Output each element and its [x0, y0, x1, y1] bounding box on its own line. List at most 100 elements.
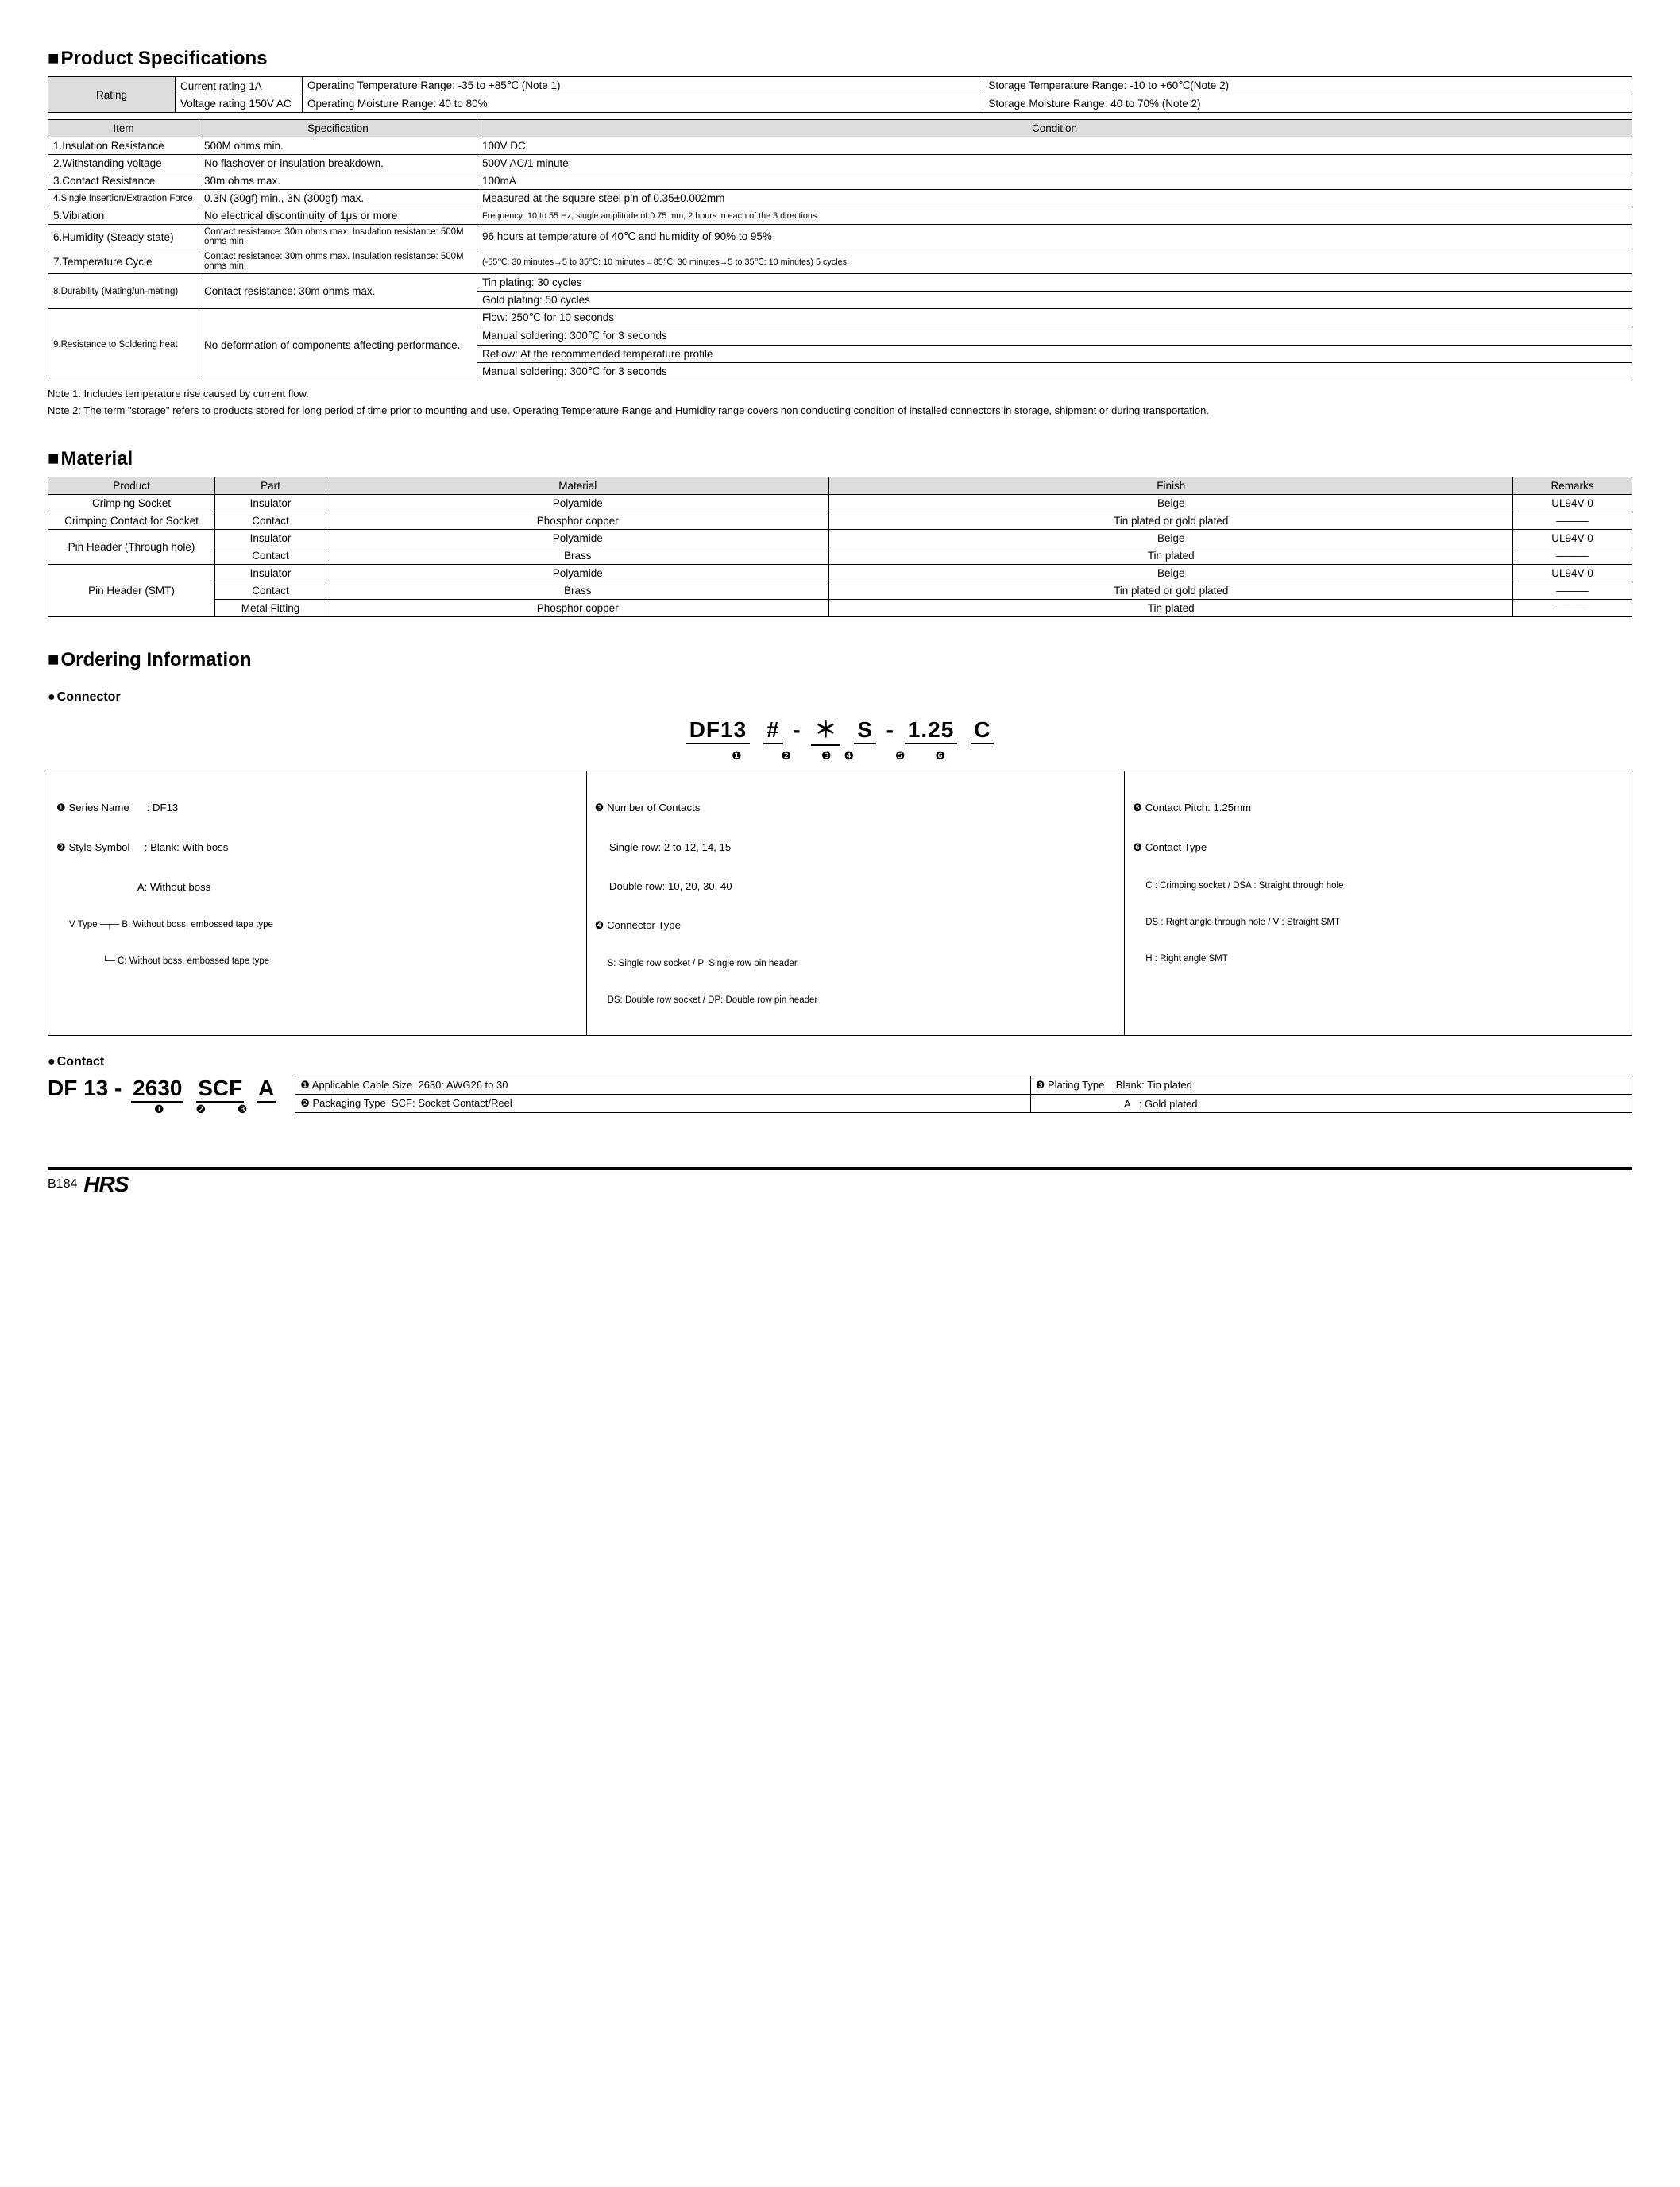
cell: Storage Temperature Range: -10 to +60℃(N…	[983, 77, 1632, 95]
cell: 9.Resistance to Soldering heat	[48, 309, 199, 381]
legend-line: ❻ Contact Type	[1133, 841, 1624, 854]
cell: Tin plated or gold plated	[829, 512, 1513, 530]
connector-part-number: DF13 # - ＊ S - 1.25 C	[48, 713, 1632, 746]
cell: Beige	[829, 495, 1513, 512]
col-spec: Specification	[199, 120, 477, 137]
cell: (-55℃: 30 minutes→5 to 35℃: 10 minutes→8…	[477, 249, 1632, 274]
cell: Contact resistance: 30m ohms max.	[199, 274, 477, 309]
cell: ———	[1513, 600, 1632, 617]
cell: 3.Contact Resistance	[48, 172, 199, 190]
contact-legend-table: ❶ Applicable Cable Size 2630: AWG26 to 3…	[295, 1076, 1632, 1113]
pn-seg: C	[971, 717, 994, 744]
cell: Storage Moisture Range: 40 to 70% (Note …	[983, 95, 1632, 113]
legend-line: ❸ Number of Contacts	[595, 802, 1117, 814]
pn-seg: 1.25	[905, 717, 958, 744]
cell: Beige	[829, 530, 1513, 547]
legend-line: DS : Right angle through hole / V : Stra…	[1133, 918, 1624, 927]
cell: Polyamide	[326, 495, 829, 512]
col: Finish	[829, 477, 1513, 495]
cell: 500V AC/1 minute	[477, 155, 1632, 172]
cell: ❷ Packaging Type SCF: Socket Contact/Ree…	[295, 1095, 1031, 1113]
cell: Brass	[326, 582, 829, 600]
cell: 7.Temperature Cycle	[48, 249, 199, 274]
cell: 1.Insulation Resistance	[48, 137, 199, 155]
pn-seg: #	[763, 717, 783, 744]
cell: Beige	[829, 565, 1513, 582]
cell: Frequency: 10 to 55 Hz, single amplitude…	[477, 207, 1632, 225]
pn-seg: 2630	[131, 1076, 183, 1103]
subtitle-connector: Connector	[48, 690, 1632, 705]
cell: Crimping Socket	[48, 495, 215, 512]
legend-line: V Type ─┬─ B: Without boss, embossed tap…	[56, 920, 578, 929]
cell: Manual soldering: 300℃ for 3 seconds	[477, 327, 1632, 346]
pn-label: ❺	[895, 749, 906, 763]
cell: Current rating 1A	[176, 77, 303, 95]
legend-line: └─ C: Without boss, embossed tape type	[56, 956, 578, 966]
pn-label: ❸	[238, 1103, 248, 1116]
cell: Pin Header (Through hole)	[48, 530, 215, 565]
legend-line: A: Without boss	[56, 881, 578, 893]
cell: 500M ohms min.	[199, 137, 477, 155]
cell: Insulator	[215, 530, 326, 547]
note-2: Note 2: The term "storage" refers to pro…	[48, 404, 1632, 416]
cell: Polyamide	[326, 530, 829, 547]
cell: Phosphor copper	[326, 512, 829, 530]
legend-line: H : Right angle SMT	[1133, 954, 1624, 964]
legend-line: ❺ Contact Pitch: 1.25mm	[1133, 802, 1624, 814]
contact-part-number-block: DF 13 - 2630 SCF A ❶ ❷ ❸	[48, 1076, 279, 1116]
cell: 30m ohms max.	[199, 172, 477, 190]
section-title-material: Material	[48, 448, 1632, 470]
col: Material	[326, 477, 829, 495]
cell: Reflow: At the recommended temperature p…	[477, 346, 1632, 363]
col-item: Item	[48, 120, 199, 137]
pn-label: ❷	[782, 749, 792, 763]
cell: 100V DC	[477, 137, 1632, 155]
pn-label: ❹	[844, 749, 854, 763]
cell: Contact	[215, 512, 326, 530]
cell: ———	[1513, 512, 1632, 530]
pn-label: ❶	[732, 749, 742, 763]
legend-line: ❶ Series Name : DF13	[56, 802, 578, 814]
hrs-logo: HRS	[83, 1172, 128, 1197]
cell: Pin Header (SMT)	[48, 565, 215, 617]
cell: 4.Single Insertion/Extraction Force	[48, 190, 199, 207]
cell: Tin plated or gold plated	[829, 582, 1513, 600]
material-table: Product Part Material Finish Remarks Cri…	[48, 477, 1632, 617]
cell: Contact	[215, 582, 326, 600]
cell: Flow: 250℃ for 10 seconds	[477, 309, 1632, 327]
cell: Contact resistance: 30m ohms max. Insula…	[199, 225, 477, 249]
cell: Polyamide	[326, 565, 829, 582]
cell: No electrical discontinuity of 1μs or mo…	[199, 207, 477, 225]
cell: Tin plated	[829, 600, 1513, 617]
col: Part	[215, 477, 326, 495]
rating-table: Rating Current rating 1A Operating Tempe…	[48, 76, 1632, 113]
pn-seg: A	[257, 1076, 276, 1103]
legend-line: ❷ Style Symbol : Blank: With boss	[56, 841, 578, 854]
legend-line: Double row: 10, 20, 30, 40	[595, 880, 1117, 892]
page-number: B184	[48, 1177, 77, 1192]
cell: 6.Humidity (Steady state)	[48, 225, 199, 249]
cell: Tin plated	[829, 547, 1513, 565]
pn-label: ❷	[195, 1103, 206, 1116]
cell: 5.Vibration	[48, 207, 199, 225]
cell: Operating Temperature Range: -35 to +85℃…	[303, 77, 983, 95]
section-title-specs: Product Specifications	[48, 48, 1632, 70]
col: Remarks	[1513, 477, 1632, 495]
legend-line: S: Single row socket / P: Single row pin…	[595, 959, 1117, 968]
cell: ❸ Plating Type Blank: Tin plated	[1030, 1076, 1632, 1095]
rating-header: Rating	[48, 77, 176, 113]
cell: Manual soldering: 300℃ for 3 seconds	[477, 363, 1632, 381]
contact-part-number: DF 13 - 2630 SCF A	[48, 1076, 279, 1103]
cell: Phosphor copper	[326, 600, 829, 617]
cell: ❶ Applicable Cable Size 2630: AWG26 to 3…	[295, 1076, 1031, 1095]
cell: Tin plating: 30 cycles	[477, 274, 1632, 292]
cell: ———	[1513, 547, 1632, 565]
cell: A : Gold plated	[1030, 1095, 1632, 1113]
cell: Measured at the square steel pin of 0.35…	[477, 190, 1632, 207]
col: Product	[48, 477, 215, 495]
cell: ———	[1513, 582, 1632, 600]
cell: Voltage rating 150V AC	[176, 95, 303, 113]
cell: 8.Durability (Mating/un-mating)	[48, 274, 199, 309]
cell: 100mA	[477, 172, 1632, 190]
col-cond: Condition	[477, 120, 1632, 137]
